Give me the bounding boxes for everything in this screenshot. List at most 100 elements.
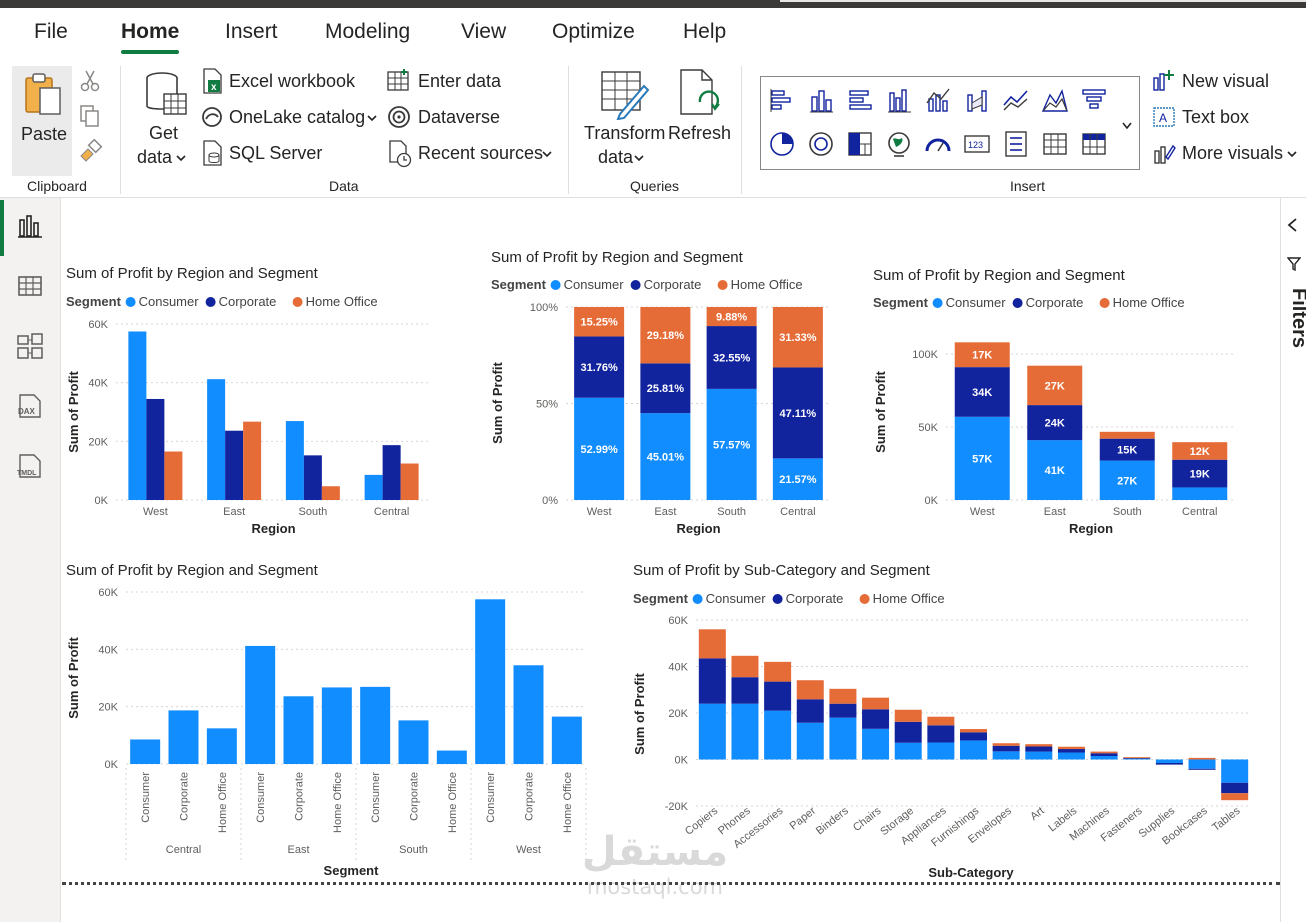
y-tick-label: 40K [668, 662, 688, 674]
svg-text:TMDL: TMDL [17, 470, 37, 477]
card-icon[interactable]: 123 [962, 129, 992, 159]
bar-corporate-south [706, 326, 757, 389]
refresh-button[interactable]: Refresh [668, 123, 732, 143]
bar-consumer-envelopes [992, 751, 1020, 760]
dax-query-view-icon[interactable]: DAX [16, 392, 44, 420]
get-data-dropdown[interactable]: data [137, 147, 173, 167]
get-data-icon[interactable] [144, 70, 190, 120]
tab-insert[interactable]: Insert [225, 20, 278, 43]
bar-consumer-chairs [862, 728, 890, 760]
map-icon[interactable] [884, 129, 914, 159]
ribbon-chart-icon[interactable] [962, 85, 992, 115]
bar-home-office-west [164, 451, 183, 500]
refresh-icon[interactable] [676, 68, 724, 118]
multi-row-card-icon[interactable] [1001, 129, 1031, 159]
x-tick-label: Corporate [294, 772, 306, 821]
stacked-column-chart[interactable]: Sum of Profit by Region and Segment Segme… [873, 267, 1236, 536]
donut-chart-icon[interactable] [806, 129, 836, 159]
chevron-down-icon[interactable] [1286, 149, 1298, 159]
bar-consumer-9 [475, 599, 506, 764]
y-tick-label: 0K [95, 495, 109, 507]
chevron-down-icon[interactable] [366, 113, 378, 123]
data-label: 19K [1190, 469, 1210, 481]
treemap-icon[interactable] [845, 129, 875, 159]
more-visuals-button[interactable]: More visuals [1182, 143, 1284, 163]
tab-modeling[interactable]: Modeling [325, 20, 411, 43]
tab-file[interactable]: File [34, 20, 68, 43]
y-tick-label: 0K [105, 759, 119, 771]
format-painter-icon[interactable] [78, 138, 104, 164]
get-data-label[interactable]: Get [149, 123, 179, 143]
bar-corporate-labels [1057, 749, 1085, 753]
insert-group-label: Insert [1010, 178, 1046, 194]
bar-consumer-3 [245, 645, 276, 764]
table-icon[interactable] [1040, 129, 1070, 159]
bar-consumer-labels [1057, 752, 1085, 760]
line-and-column-chart-icon[interactable] [923, 85, 953, 115]
dataverse-button[interactable]: Dataverse [418, 107, 501, 127]
x-tick-label: Corporate [179, 772, 191, 821]
bar-consumer-east [207, 379, 226, 500]
transform-data-icon[interactable] [598, 68, 650, 120]
report-view-icon[interactable] [16, 212, 44, 240]
y-tick-label: 50K [918, 422, 938, 434]
chevron-down-icon[interactable] [541, 149, 553, 159]
pie-chart-icon[interactable] [767, 129, 797, 159]
svg-text:A: A [1159, 111, 1167, 125]
tab-optimize[interactable]: Optimize [552, 20, 635, 43]
copy-icon[interactable] [79, 104, 101, 128]
data-label: 52.99% [580, 444, 618, 456]
funnel-chart-icon[interactable] [1079, 85, 1109, 115]
tmdl-view-icon[interactable]: TMDL [16, 452, 44, 480]
gallery-expand-icon[interactable] [1120, 120, 1134, 132]
bar-home-office-south [321, 486, 340, 500]
data-group-label: Data [329, 178, 359, 194]
bar-consumer-furnishings [960, 740, 987, 760]
queries-group-label: Queries [630, 178, 680, 194]
ribbon-tabs: File Home Insert Modeling View Optimize … [0, 8, 1306, 62]
stacked-column-chart-icon[interactable] [806, 85, 836, 115]
bar-consumer-fasteners [1123, 758, 1151, 760]
bar-corporate-accessories [764, 681, 792, 711]
model-view-icon[interactable] [16, 332, 44, 360]
clustered-column-chart[interactable]: Sum of Profit by Region and Segment Segme… [66, 265, 431, 536]
expand-filters-icon[interactable] [1284, 216, 1302, 234]
data-label: 24K [1045, 418, 1065, 430]
tab-home[interactable]: Home [121, 20, 180, 43]
new-visual-button[interactable]: New visual [1182, 71, 1270, 91]
matrix-icon[interactable] [1079, 129, 1109, 159]
tab-view[interactable]: View [461, 20, 507, 43]
excel-workbook-button[interactable]: Excel workbook [229, 71, 356, 91]
report-canvas: Sum of Profit by Region and Segment Segme… [61, 198, 1280, 922]
transform-data-label[interactable]: Transform [584, 123, 666, 143]
bar-consumer-west [574, 397, 625, 500]
recent-sources-button[interactable]: Recent sources [418, 143, 544, 163]
transform-data-dropdown[interactable]: data [598, 147, 634, 167]
y-tick-label: 0K [675, 755, 689, 767]
table-view-icon[interactable] [16, 272, 44, 300]
filters-pane-collapsed[interactable]: Filters [1280, 198, 1306, 922]
segment-column-chart[interactable]: Sum of Profit by Region and Segment 0K 20K… [66, 562, 587, 878]
x-tick-label: Binders [814, 805, 851, 838]
text-box-button[interactable]: Text box [1182, 107, 1250, 127]
clustered-column-chart-icon[interactable] [884, 85, 914, 115]
legend-marker-consumer [125, 297, 136, 307]
onelake-catalog-button[interactable]: OneLake catalog [229, 107, 366, 127]
bar-consumer-supplies [1155, 759, 1183, 763]
bar-corporate-west [574, 336, 625, 398]
cut-icon[interactable] [80, 70, 100, 92]
stacked-bar-chart-icon[interactable] [767, 85, 797, 115]
y-tick-label: 100K [912, 349, 938, 361]
enter-data-button[interactable]: Enter data [418, 71, 502, 91]
line-chart-icon[interactable] [1001, 85, 1031, 115]
sql-server-button[interactable]: SQL Server [229, 143, 323, 163]
bar-consumer-tables [1221, 759, 1249, 783]
clustered-bar-chart-icon[interactable] [845, 85, 875, 115]
bar-consumer-art [1025, 751, 1053, 760]
tab-help[interactable]: Help [683, 20, 727, 43]
gauge-icon[interactable] [923, 129, 953, 159]
bar-corporate-bookcases [1188, 768, 1216, 770]
paste-button[interactable]: Paste [12, 66, 72, 176]
percent-stacked-column-chart[interactable]: Sum of Profit by Region and Segment Segme… [490, 249, 831, 536]
area-chart-icon[interactable] [1040, 85, 1070, 115]
